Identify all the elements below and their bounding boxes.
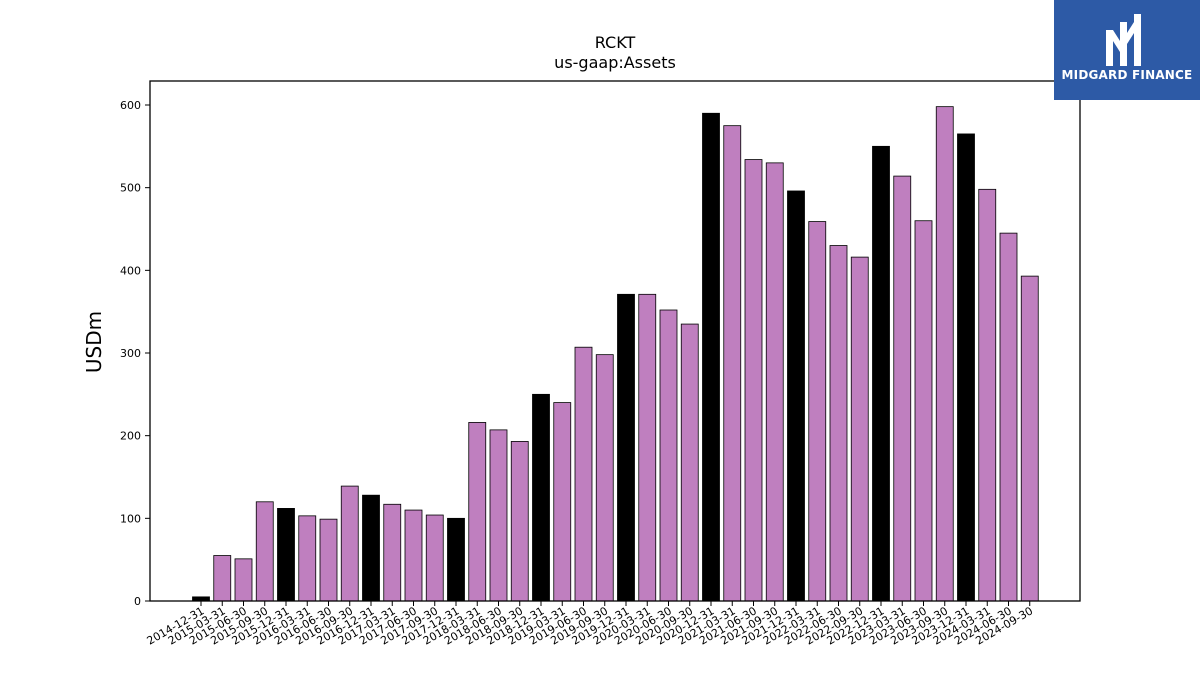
bar-2021-03-31 (723, 125, 742, 602)
bar-2018-12-31 (532, 393, 550, 602)
bar-2023-03-31 (893, 175, 912, 602)
bar-2015-09-30 (255, 501, 274, 602)
y-axis-label: USDm (82, 311, 106, 373)
bar-2020-12-31 (702, 112, 720, 602)
bar-2015-03-31 (213, 555, 232, 602)
bar-2019-03-31 (553, 402, 572, 602)
bar-2022-06-30 (829, 245, 848, 602)
y-tick-label: 200 (120, 430, 141, 443)
y-tick-label: 0 (134, 595, 141, 608)
y-tick-label: 300 (120, 347, 141, 360)
bar-2016-09-30 (340, 485, 359, 602)
bar-2015-06-30 (234, 558, 253, 602)
y-tick-label: 400 (120, 264, 141, 277)
bar-2018-03-31 (468, 422, 487, 602)
bar-2017-12-31 (447, 517, 465, 602)
logo-text: MIDGARD FINANCE (1061, 68, 1193, 82)
bar-2023-06-30 (914, 220, 933, 602)
bar-2022-12-31 (872, 145, 890, 602)
bar-2020-09-30 (680, 323, 699, 602)
bar-2022-09-30 (850, 256, 869, 602)
bar-2024-06-30 (999, 232, 1018, 602)
bar-2021-06-30 (744, 159, 763, 602)
bar-2020-06-30 (659, 309, 678, 602)
bar-2019-09-30 (595, 354, 614, 602)
chart-title: RCKT (595, 33, 636, 52)
bar-2019-06-30 (574, 346, 593, 602)
plot-frame (149, 80, 1081, 602)
bar-2021-12-31 (787, 190, 805, 602)
bar-2023-12-31 (957, 133, 975, 602)
bar-2016-12-31 (362, 494, 380, 602)
bar-2017-09-30 (425, 514, 444, 602)
x-ticks-group: 2014-12-312015-03-312015-06-302015-09-30… (145, 601, 1035, 648)
bar-2016-06-30 (319, 518, 338, 602)
bar-2015-12-31 (277, 508, 295, 602)
bar-2024-09-30 (1020, 275, 1039, 602)
bar-2017-03-31 (383, 503, 402, 602)
y-tick-label: 500 (120, 182, 141, 195)
chart-subtitle: us-gaap:Assets (554, 53, 676, 72)
bar-2024-03-31 (978, 188, 997, 602)
y-tick-label: 600 (120, 99, 141, 112)
bar-2017-06-30 (404, 509, 423, 602)
bar-2019-12-31 (617, 293, 635, 602)
logo-mark-icon (1106, 14, 1141, 66)
bar-2023-09-30 (935, 106, 954, 602)
bar-2022-03-31 (808, 221, 827, 602)
bar-2021-09-30 (765, 162, 784, 602)
bar-2020-03-31 (638, 293, 657, 602)
y-tick-label: 100 (120, 512, 141, 525)
bar-2016-03-31 (298, 515, 317, 602)
company-logo: MIDGARD FINANCE (1054, 0, 1200, 100)
bars-group (192, 106, 1039, 602)
bar-2018-09-30 (510, 441, 529, 602)
bar-2018-06-30 (489, 429, 508, 602)
y-ticks-group: 0 100 200 300 400 500 600 (120, 99, 150, 608)
